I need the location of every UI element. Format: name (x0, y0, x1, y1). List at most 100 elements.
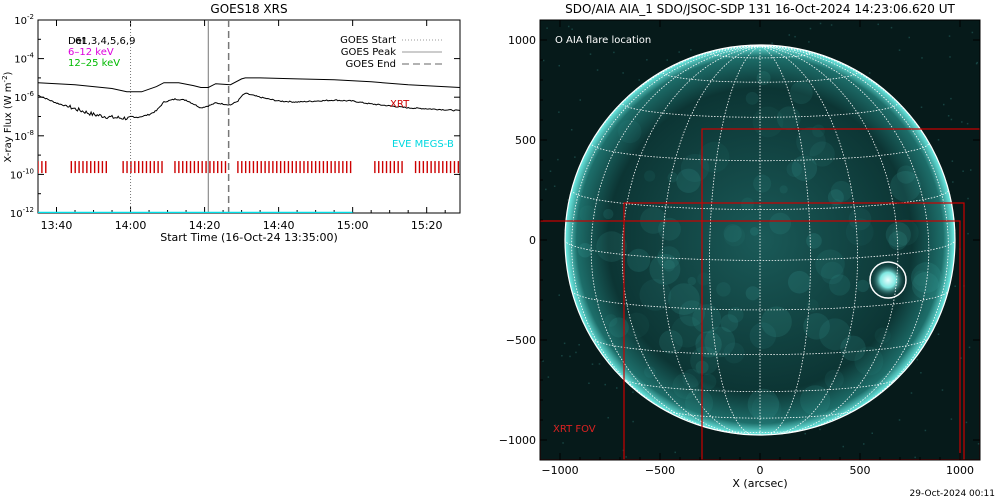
background-noise-dot (960, 357, 962, 359)
background-noise-dot (937, 139, 940, 141)
longitude-line (759, 45, 949, 420)
background-noise-dot (910, 392, 913, 394)
background-noise-dot (916, 358, 918, 361)
aia-image-title: SDO/AIA AIA_1 SDO/JSOC-SDP 131 16-Oct-20… (565, 2, 955, 16)
active-region-patch (679, 300, 706, 327)
active-region-patch (659, 330, 683, 354)
background-noise-dot (804, 432, 806, 435)
background-noise-dot (596, 69, 599, 71)
background-noise-dot (868, 72, 871, 74)
goes-y-tick-label: 10-4 (14, 52, 34, 66)
background-noise-dot (690, 49, 692, 51)
active-region-patch (749, 227, 759, 236)
active-region-patch (698, 141, 730, 173)
active-region-patch (720, 314, 739, 333)
background-noise-dot (632, 420, 634, 423)
background-noise-dot (546, 27, 548, 29)
background-noise-dot (948, 35, 951, 37)
goes-x-tick-label: 14:20 (189, 219, 221, 232)
aia-x-tick-label: 500 (850, 464, 871, 477)
active-region-patch (579, 205, 597, 223)
background-noise-dot (542, 59, 545, 62)
active-region-patch (672, 372, 699, 399)
active-region-patch (745, 286, 760, 301)
longitude-line (759, 45, 811, 435)
active-region-patch (639, 279, 672, 311)
background-noise-dot (965, 421, 968, 424)
background-noise-dot (961, 121, 963, 123)
latitude-line (623, 379, 897, 392)
background-noise-dot (808, 41, 810, 43)
active-region-patch (644, 170, 656, 182)
legend-goes-start: GOES Start (340, 35, 396, 46)
active-region-patch (911, 262, 942, 293)
background-noise-dot (877, 23, 879, 26)
active-region-patch (604, 314, 618, 327)
active-region-patch (756, 71, 771, 86)
active-region-patch (751, 394, 782, 424)
background-noise-dot (570, 128, 573, 131)
background-noise-dot (567, 25, 570, 28)
band-6-12-label: 6–12 keV (68, 47, 114, 58)
background-noise-dot (632, 391, 634, 393)
background-noise-dot (941, 389, 944, 391)
aia-background-noise (542, 22, 980, 459)
active-region-patch (684, 389, 714, 418)
active-region-patch (752, 106, 784, 138)
goes-series (38, 77, 460, 213)
background-noise-dot (951, 160, 954, 162)
background-noise-dot (950, 418, 953, 420)
active-region-patch (747, 388, 780, 421)
background-noise-dot (871, 432, 874, 434)
aia-y-tick-label: −500 (506, 334, 536, 347)
active-region-patch (723, 224, 742, 243)
active-region-patch (789, 81, 813, 105)
background-noise-dot (830, 24, 833, 26)
active-region-patch (815, 249, 845, 279)
background-noise-dot (969, 169, 972, 171)
background-noise-dot (542, 360, 544, 362)
active-region-patch (697, 272, 711, 286)
active-region-patch (657, 246, 681, 270)
active-region-patch (840, 335, 866, 361)
active-region-patch (812, 124, 825, 138)
active-region-patch (806, 299, 819, 312)
eve-megs-b-label: EVE MEGS-B (392, 139, 454, 150)
active-region-patch (830, 180, 852, 202)
background-noise-dot (794, 35, 796, 38)
active-region-patch (692, 304, 722, 334)
active-region-patch (627, 248, 651, 272)
background-noise-dot (567, 199, 569, 201)
goes-lightcurve-panel: GOES18 XRS 13:40 14:00 14:20 14:40 15:00 15:2… (1, 2, 461, 244)
goes-y-tick-label: 10-10 (10, 167, 34, 181)
xrt-fov-label: XRT FOV (553, 424, 596, 435)
background-noise-dot (554, 424, 557, 426)
flare-location-marker (869, 261, 907, 299)
aia-x-axis: −1000 −500 0 500 1000 (539, 20, 981, 477)
background-noise-dot (618, 38, 620, 40)
background-noise-dot (574, 156, 576, 158)
active-region-patch (820, 261, 844, 285)
background-noise-dot (678, 51, 680, 53)
band-12-25-label: 12–25 keV (68, 58, 120, 69)
background-noise-dot (558, 64, 560, 67)
active-region-patch (791, 155, 818, 181)
aia-x-tick-label: −1000 (541, 464, 578, 477)
xrt-fov-box (540, 220, 961, 460)
latitude-line (571, 290, 949, 311)
background-noise-dot (638, 79, 640, 81)
active-region-patch (809, 141, 835, 167)
latitude-line (664, 409, 856, 419)
active-region-patch (786, 161, 802, 177)
active-region-patch (896, 165, 916, 184)
active-region-patch (704, 326, 736, 358)
longitude-line (590, 45, 761, 433)
latitude-line (713, 429, 807, 434)
background-noise-dot (937, 333, 940, 335)
goes-x-tick-label: 14:40 (263, 219, 295, 232)
background-noise-dot (976, 61, 978, 64)
background-noise-dot (950, 118, 953, 121)
background-noise-dot (575, 351, 577, 354)
background-noise-dot (819, 22, 822, 25)
background-noise-dot (967, 197, 969, 200)
